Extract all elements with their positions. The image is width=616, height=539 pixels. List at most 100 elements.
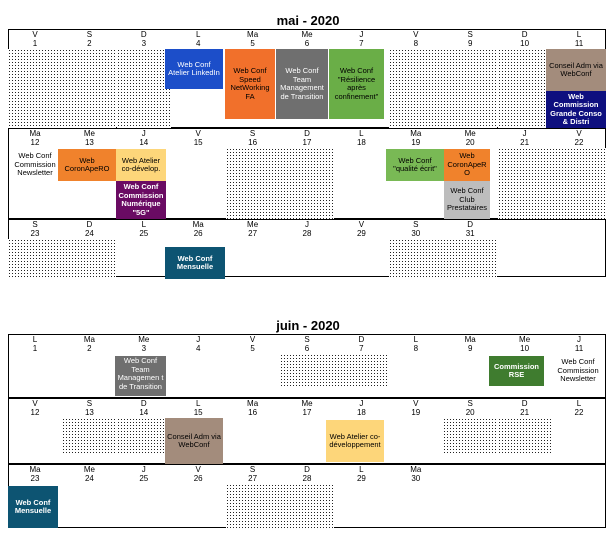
event-conseil-adm[interactable]: Conseil Adm via WebConf <box>165 418 223 464</box>
day-cell[interactable]: Ma 19 <box>389 128 443 219</box>
day-cell[interactable]: V 22 <box>552 128 606 219</box>
event-atelier-codevelop[interactable]: Web Atelier co-dévelop. <box>116 149 166 181</box>
day-number: 30 <box>411 474 421 483</box>
day-cell[interactable]: J 14 <box>117 128 171 219</box>
day-cell[interactable]: D 17 <box>280 128 334 219</box>
day-label: L <box>576 30 582 39</box>
day-cell[interactable]: Me 17 <box>280 398 334 464</box>
day-cell[interactable]: V 12 <box>8 398 62 464</box>
event-team-management[interactable]: Web Conf Team Management de Transition <box>276 49 328 119</box>
day-cell[interactable]: D 24 <box>62 219 117 277</box>
event-speed-networking[interactable]: Web Conf Speed NetWorking FA <box>225 49 275 119</box>
day-cell[interactable]: S 23 <box>8 219 62 277</box>
day-cell[interactable]: Ma 30 <box>389 464 443 528</box>
day-cell[interactable]: V 26 <box>171 464 225 528</box>
weekend-shading <box>8 49 62 128</box>
day-cell[interactable]: J 18 <box>334 398 388 464</box>
day-cell[interactable]: J 11 <box>552 334 606 398</box>
day-number: 11 <box>574 39 584 48</box>
day-cell[interactable]: V 15 <box>171 128 225 219</box>
day-cell[interactable]: S 27 <box>225 464 280 528</box>
day-cell[interactable]: J 28 <box>280 219 334 277</box>
day-number: 21 <box>520 138 530 147</box>
weekend-shading <box>497 418 552 454</box>
event-mensuelle[interactable]: Web Conf Mensuelle <box>8 486 58 528</box>
day-cell[interactable]: L 11 <box>552 29 606 128</box>
day-cell[interactable]: L 18 <box>334 128 388 219</box>
day-label: S <box>249 129 256 138</box>
day-cell[interactable]: Me 24 <box>62 464 116 528</box>
day-cell[interactable]: D 31 <box>443 219 498 277</box>
day-cell[interactable]: Ma 23 <box>8 464 62 528</box>
event-qualite-ecrit[interactable]: Web Conf "qualité écrit" <box>386 149 444 181</box>
day-label: Me <box>83 465 95 474</box>
day-cell[interactable]: S 16 <box>225 128 280 219</box>
event-label: Web Conf Club Prestataires <box>446 186 488 213</box>
weekend-shading <box>225 484 280 528</box>
day-cell[interactable]: J 21 <box>497 128 552 219</box>
day-cell[interactable]: Ma 5 <box>226 29 280 128</box>
day-label: Ma <box>29 129 41 138</box>
day-cell[interactable]: Me 10 <box>498 334 552 398</box>
day-number: 29 <box>356 229 366 238</box>
day-cell[interactable]: Me 6 <box>280 29 334 128</box>
event-grande-conso[interactable]: Web Commission Grande Conso & Distri <box>546 91 606 128</box>
event-commission-newsletter[interactable]: Web Conf Commission Newsletter <box>10 148 60 182</box>
day-cell[interactable]: S 30 <box>388 219 443 277</box>
day-cell[interactable]: S 13 <box>62 398 117 464</box>
day-label: Ma <box>464 335 476 344</box>
event-label: Web Conf "qualité écrit" <box>393 155 437 173</box>
day-cell[interactable]: Me 13 <box>62 128 116 219</box>
event-club-prestataires[interactable]: Web Conf Club Prestataires <box>444 181 490 219</box>
day-cell[interactable]: Ma 16 <box>226 398 280 464</box>
event-resilience[interactable]: Web Conf "Résilience après confinement" <box>329 49 384 119</box>
event-team-management[interactable]: Web Conf Team Managemen t de Transition <box>115 356 166 396</box>
event-linkedin[interactable]: Web Conf Atelier LinkedIn <box>165 49 223 89</box>
day-cell[interactable]: D 14 <box>116 398 171 464</box>
day-cell[interactable]: D 21 <box>497 398 552 464</box>
day-cell[interactable]: Me 27 <box>226 219 280 277</box>
weekend-shading <box>280 148 334 219</box>
day-cell[interactable]: D 10 <box>497 29 552 128</box>
event-commission-newsletter[interactable]: Web Conf Commission Newsletter <box>551 354 605 388</box>
day-cell[interactable]: Me 20 <box>443 128 497 219</box>
day-cell[interactable]: V 19 <box>389 398 443 464</box>
event-coronapero[interactable]: Web CoronApeRO <box>58 149 116 181</box>
day-cell[interactable]: L 15 <box>171 398 225 464</box>
day-cell[interactable]: Me 3 <box>117 334 171 398</box>
event-numerique-5g[interactable]: Web Conf Commission Numérique "5G" <box>116 181 166 219</box>
day-cell[interactable]: S 20 <box>443 398 498 464</box>
day-label: V <box>358 220 365 229</box>
day-cell[interactable]: J 25 <box>117 464 171 528</box>
day-number: 24 <box>84 229 94 238</box>
event-atelier-codeveloppement[interactable]: Web Atelier co-développement <box>326 420 384 462</box>
day-cell[interactable]: Ma 12 <box>8 128 62 219</box>
day-label: V <box>195 465 201 474</box>
event-coronapero[interactable]: Web CoronApeR O <box>444 149 490 181</box>
day-cell[interactable]: L 25 <box>117 219 171 277</box>
day-cell[interactable]: Ma 26 <box>171 219 225 277</box>
day-cell[interactable]: V 29 <box>334 219 388 277</box>
day-cell[interactable]: Ma 2 <box>62 334 116 398</box>
day-cell[interactable]: L 22 <box>552 398 606 464</box>
event-mensuelle[interactable]: Web Conf Mensuelle <box>165 247 225 279</box>
day-cell[interactable]: D 28 <box>280 464 334 528</box>
day-cell[interactable]: L 29 <box>334 464 388 528</box>
day-cell[interactable]: Ma 9 <box>443 334 497 398</box>
weekend-shading <box>8 239 62 277</box>
event-commission-rse[interactable]: Commission RSE <box>489 356 544 386</box>
event-conseil-adm[interactable]: Conseil Adm via WebConf <box>546 49 606 91</box>
